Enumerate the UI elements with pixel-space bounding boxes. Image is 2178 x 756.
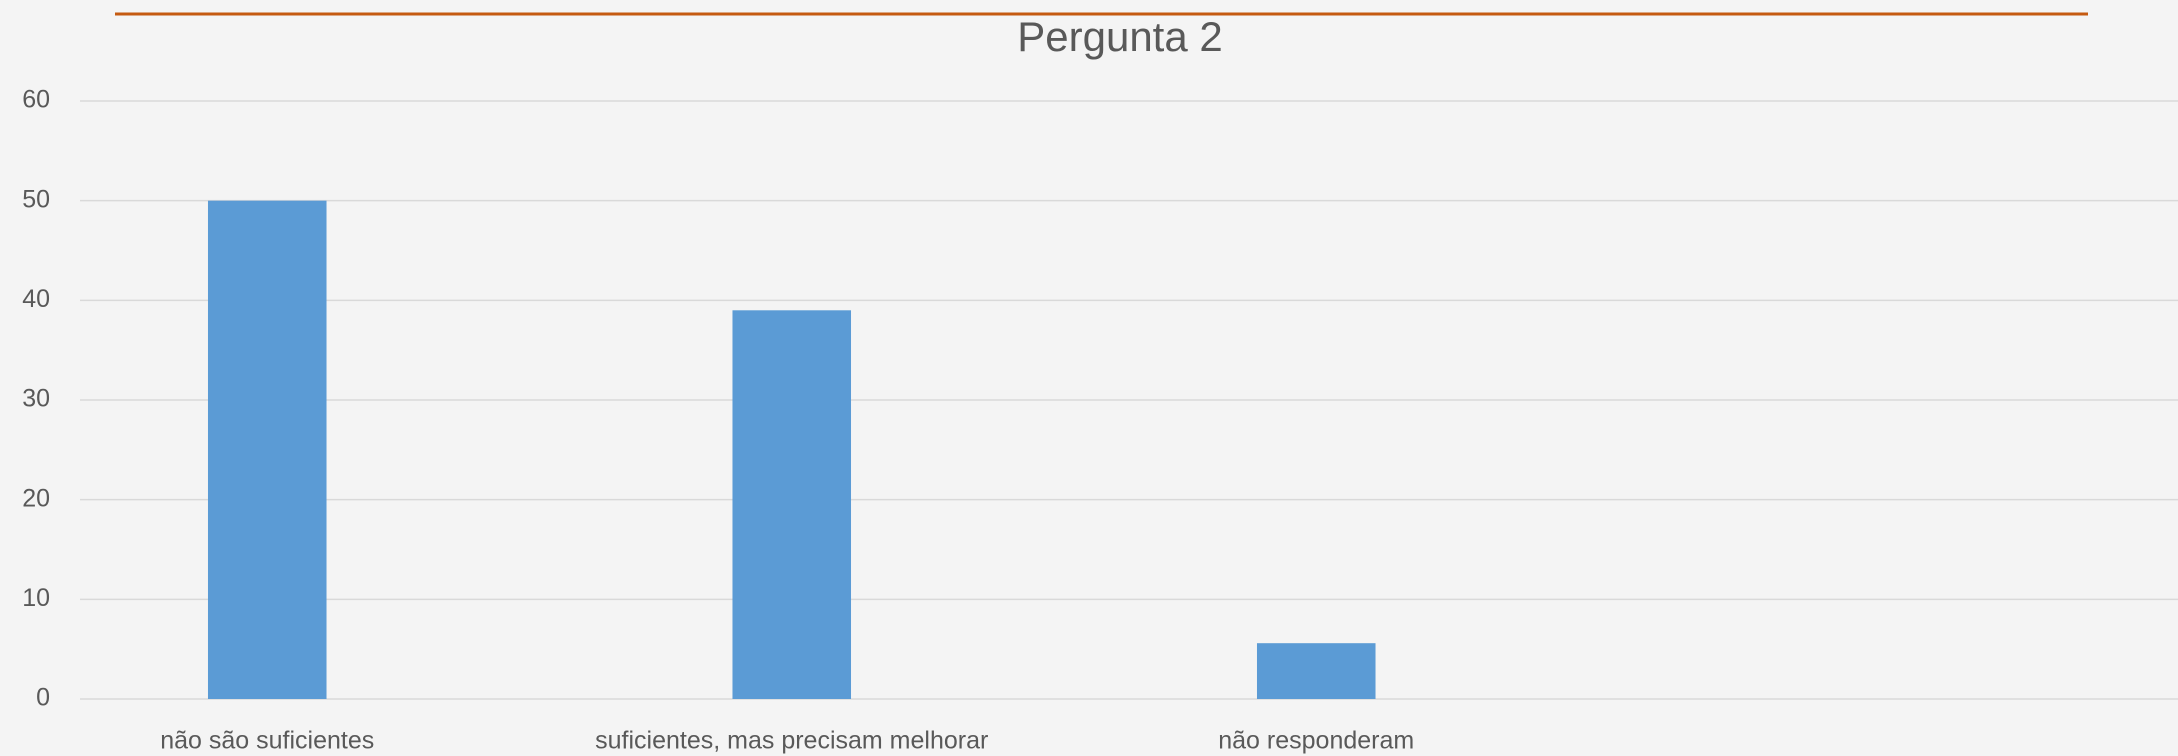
x-tick-label: não são suficientes xyxy=(160,727,374,755)
y-tick-label: 40 xyxy=(22,285,50,313)
bar xyxy=(207,200,327,699)
x-tick-label: suficientes, mas precisam melhorar xyxy=(595,727,988,755)
y-tick-label: 0 xyxy=(36,684,50,712)
y-tick-label: 60 xyxy=(22,86,50,114)
x-tick-label: não responderam xyxy=(1218,727,1414,755)
y-tick-label: 30 xyxy=(22,385,50,413)
bar xyxy=(1256,643,1376,699)
y-tick-label: 10 xyxy=(22,584,50,612)
bar xyxy=(732,310,852,699)
y-tick-label: 50 xyxy=(22,185,50,213)
chart-title: Pergunta 2 xyxy=(1017,13,1223,60)
y-tick-label: 20 xyxy=(22,484,50,512)
